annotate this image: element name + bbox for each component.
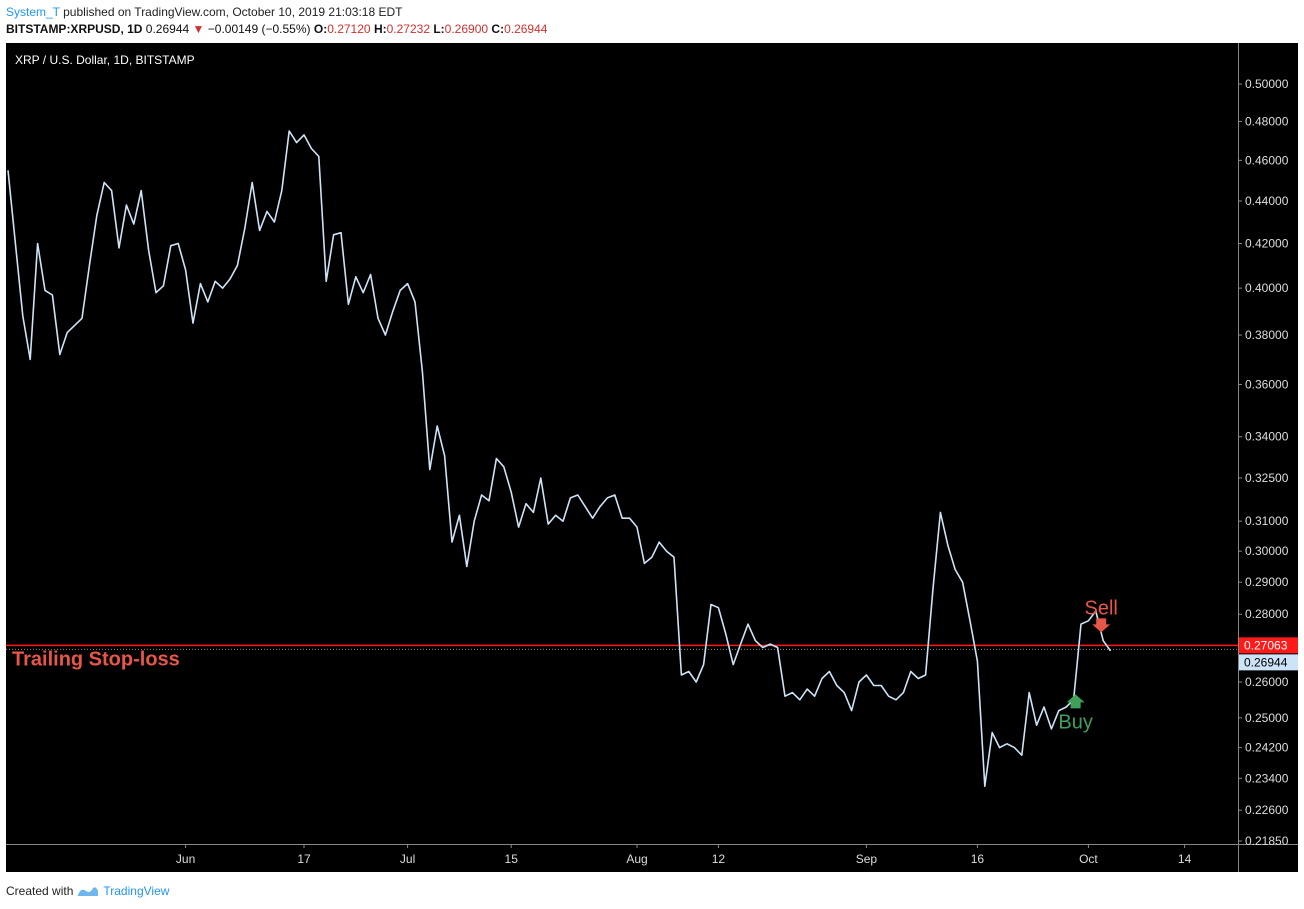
y-tick-label: 0.23400 — [1245, 771, 1289, 785]
y-tick-label: 0.22600 — [1245, 803, 1289, 817]
y-tick-label: 0.34000 — [1245, 430, 1289, 444]
x-tick-label: 17 — [297, 852, 311, 866]
stop-price-tag: 0.27063 — [1239, 637, 1298, 654]
created-with-text: Created with — [6, 884, 74, 898]
open-label: O: — [313, 22, 328, 36]
y-tick-label: 0.36000 — [1245, 377, 1289, 391]
y-tick-label: 0.42000 — [1245, 237, 1289, 251]
high-label: H: — [373, 22, 387, 36]
x-tick-label: 15 — [505, 852, 519, 866]
x-tick-label: Jul — [400, 852, 415, 866]
buy-label: Buy — [1058, 711, 1092, 733]
y-tick-label: 0.28000 — [1245, 607, 1289, 621]
published-text: published on TradingView.com, October 10… — [59, 5, 403, 19]
y-tick-label: 0.31000 — [1245, 514, 1289, 528]
x-tick-label: 12 — [712, 852, 726, 866]
buy-arrow-icon — [1066, 694, 1085, 709]
price-series-line — [7, 130, 1112, 787]
tradingview-logo-icon — [78, 887, 99, 896]
symbol-label: BITSTAMP:XRPUSD, 1D — [6, 22, 143, 36]
close-label: C: — [491, 22, 505, 36]
tradingview-link[interactable]: TradingView — [103, 884, 170, 898]
open-value: 0.27120 — [327, 22, 371, 36]
y-tick-label: 0.21850 — [1245, 834, 1289, 848]
y-tick-label: 0.50000 — [1245, 77, 1289, 91]
last-price-tag: 0.26944 — [1239, 654, 1298, 671]
y-tick-label: 0.40000 — [1245, 281, 1289, 295]
author-link[interactable]: System_T — [6, 5, 60, 19]
sell-marker: Sell — [1085, 597, 1118, 633]
y-tick-label: 0.44000 — [1245, 194, 1289, 208]
x-tick-labels: Jun 17 Jul 15 Aug 12 Sep 16 Oct 14 — [176, 844, 1192, 866]
publish-info: System_T published on TradingView.com, O… — [6, 5, 402, 19]
y-tick-label: 0.24200 — [1245, 741, 1289, 755]
low-label: L: — [433, 22, 445, 36]
x-tick-label: Aug — [626, 852, 647, 866]
y-tick-label: 0.38000 — [1245, 328, 1289, 342]
down-arrow-icon: ▼ — [192, 22, 205, 36]
y-tick-label: 0.25000 — [1245, 711, 1289, 725]
trailing-stop-label: Trailing Stop-loss — [12, 648, 180, 670]
time-axis[interactable] — [6, 844, 1298, 872]
chart-title: XRP / U.S. Dollar, 1D, BITSTAMP — [15, 53, 195, 67]
last-price: 0.26944 — [145, 22, 190, 36]
high-value: 0.27232 — [386, 22, 430, 36]
y-tick-label: 0.32500 — [1245, 471, 1289, 485]
footer: Created with TradingView — [6, 884, 169, 898]
sell-arrow-icon — [1092, 618, 1111, 633]
x-tick-label: Oct — [1079, 852, 1098, 866]
low-value: 0.26900 — [444, 22, 489, 36]
buy-marker: Buy — [1058, 694, 1093, 733]
y-tick-label: 0.29000 — [1245, 575, 1289, 589]
x-tick-label: 14 — [1178, 852, 1192, 866]
y-tick-label: 0.46000 — [1245, 153, 1289, 167]
svg-text:0.27063: 0.27063 — [1244, 638, 1288, 652]
x-tick-label: Jun — [176, 852, 195, 866]
svg-text:0.26944: 0.26944 — [1244, 655, 1288, 669]
y-tick-label: 0.48000 — [1245, 114, 1289, 128]
price-change: −0.00149 (−0.55%) — [207, 22, 311, 36]
x-tick-label: Sep — [856, 852, 878, 866]
x-tick-label: 16 — [971, 852, 985, 866]
y-tick-label: 0.26000 — [1245, 675, 1289, 689]
price-axis[interactable] — [1238, 43, 1298, 844]
ohlc-bar: BITSTAMP:XRPUSD, 1D 0.26944 ▼ −0.00149 (… — [6, 22, 547, 36]
y-tick-labels: 0.50000 0.48000 0.46000 0.44000 0.42000 0.400… — [1238, 77, 1289, 848]
sell-label: Sell — [1085, 597, 1118, 619]
y-tick-label: 0.30000 — [1245, 544, 1289, 558]
close-value: 0.26944 — [504, 22, 548, 36]
